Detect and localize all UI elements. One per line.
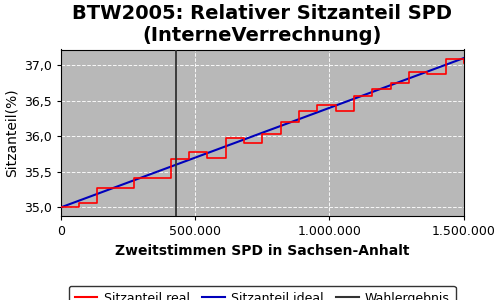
Title: BTW2005: Relativer Sitzanteil SPD
(InterneVerrechnung): BTW2005: Relativer Sitzanteil SPD (Inter… [72,4,452,45]
Legend: Sitzanteil real, Sitzanteil ideal, Wahlergebnis: Sitzanteil real, Sitzanteil ideal, Wahle… [68,286,456,300]
X-axis label: Zweitstimmen SPD in Sachsen-Anhalt: Zweitstimmen SPD in Sachsen-Anhalt [115,244,410,258]
Y-axis label: Sitzanteil(%): Sitzanteil(%) [4,88,18,177]
